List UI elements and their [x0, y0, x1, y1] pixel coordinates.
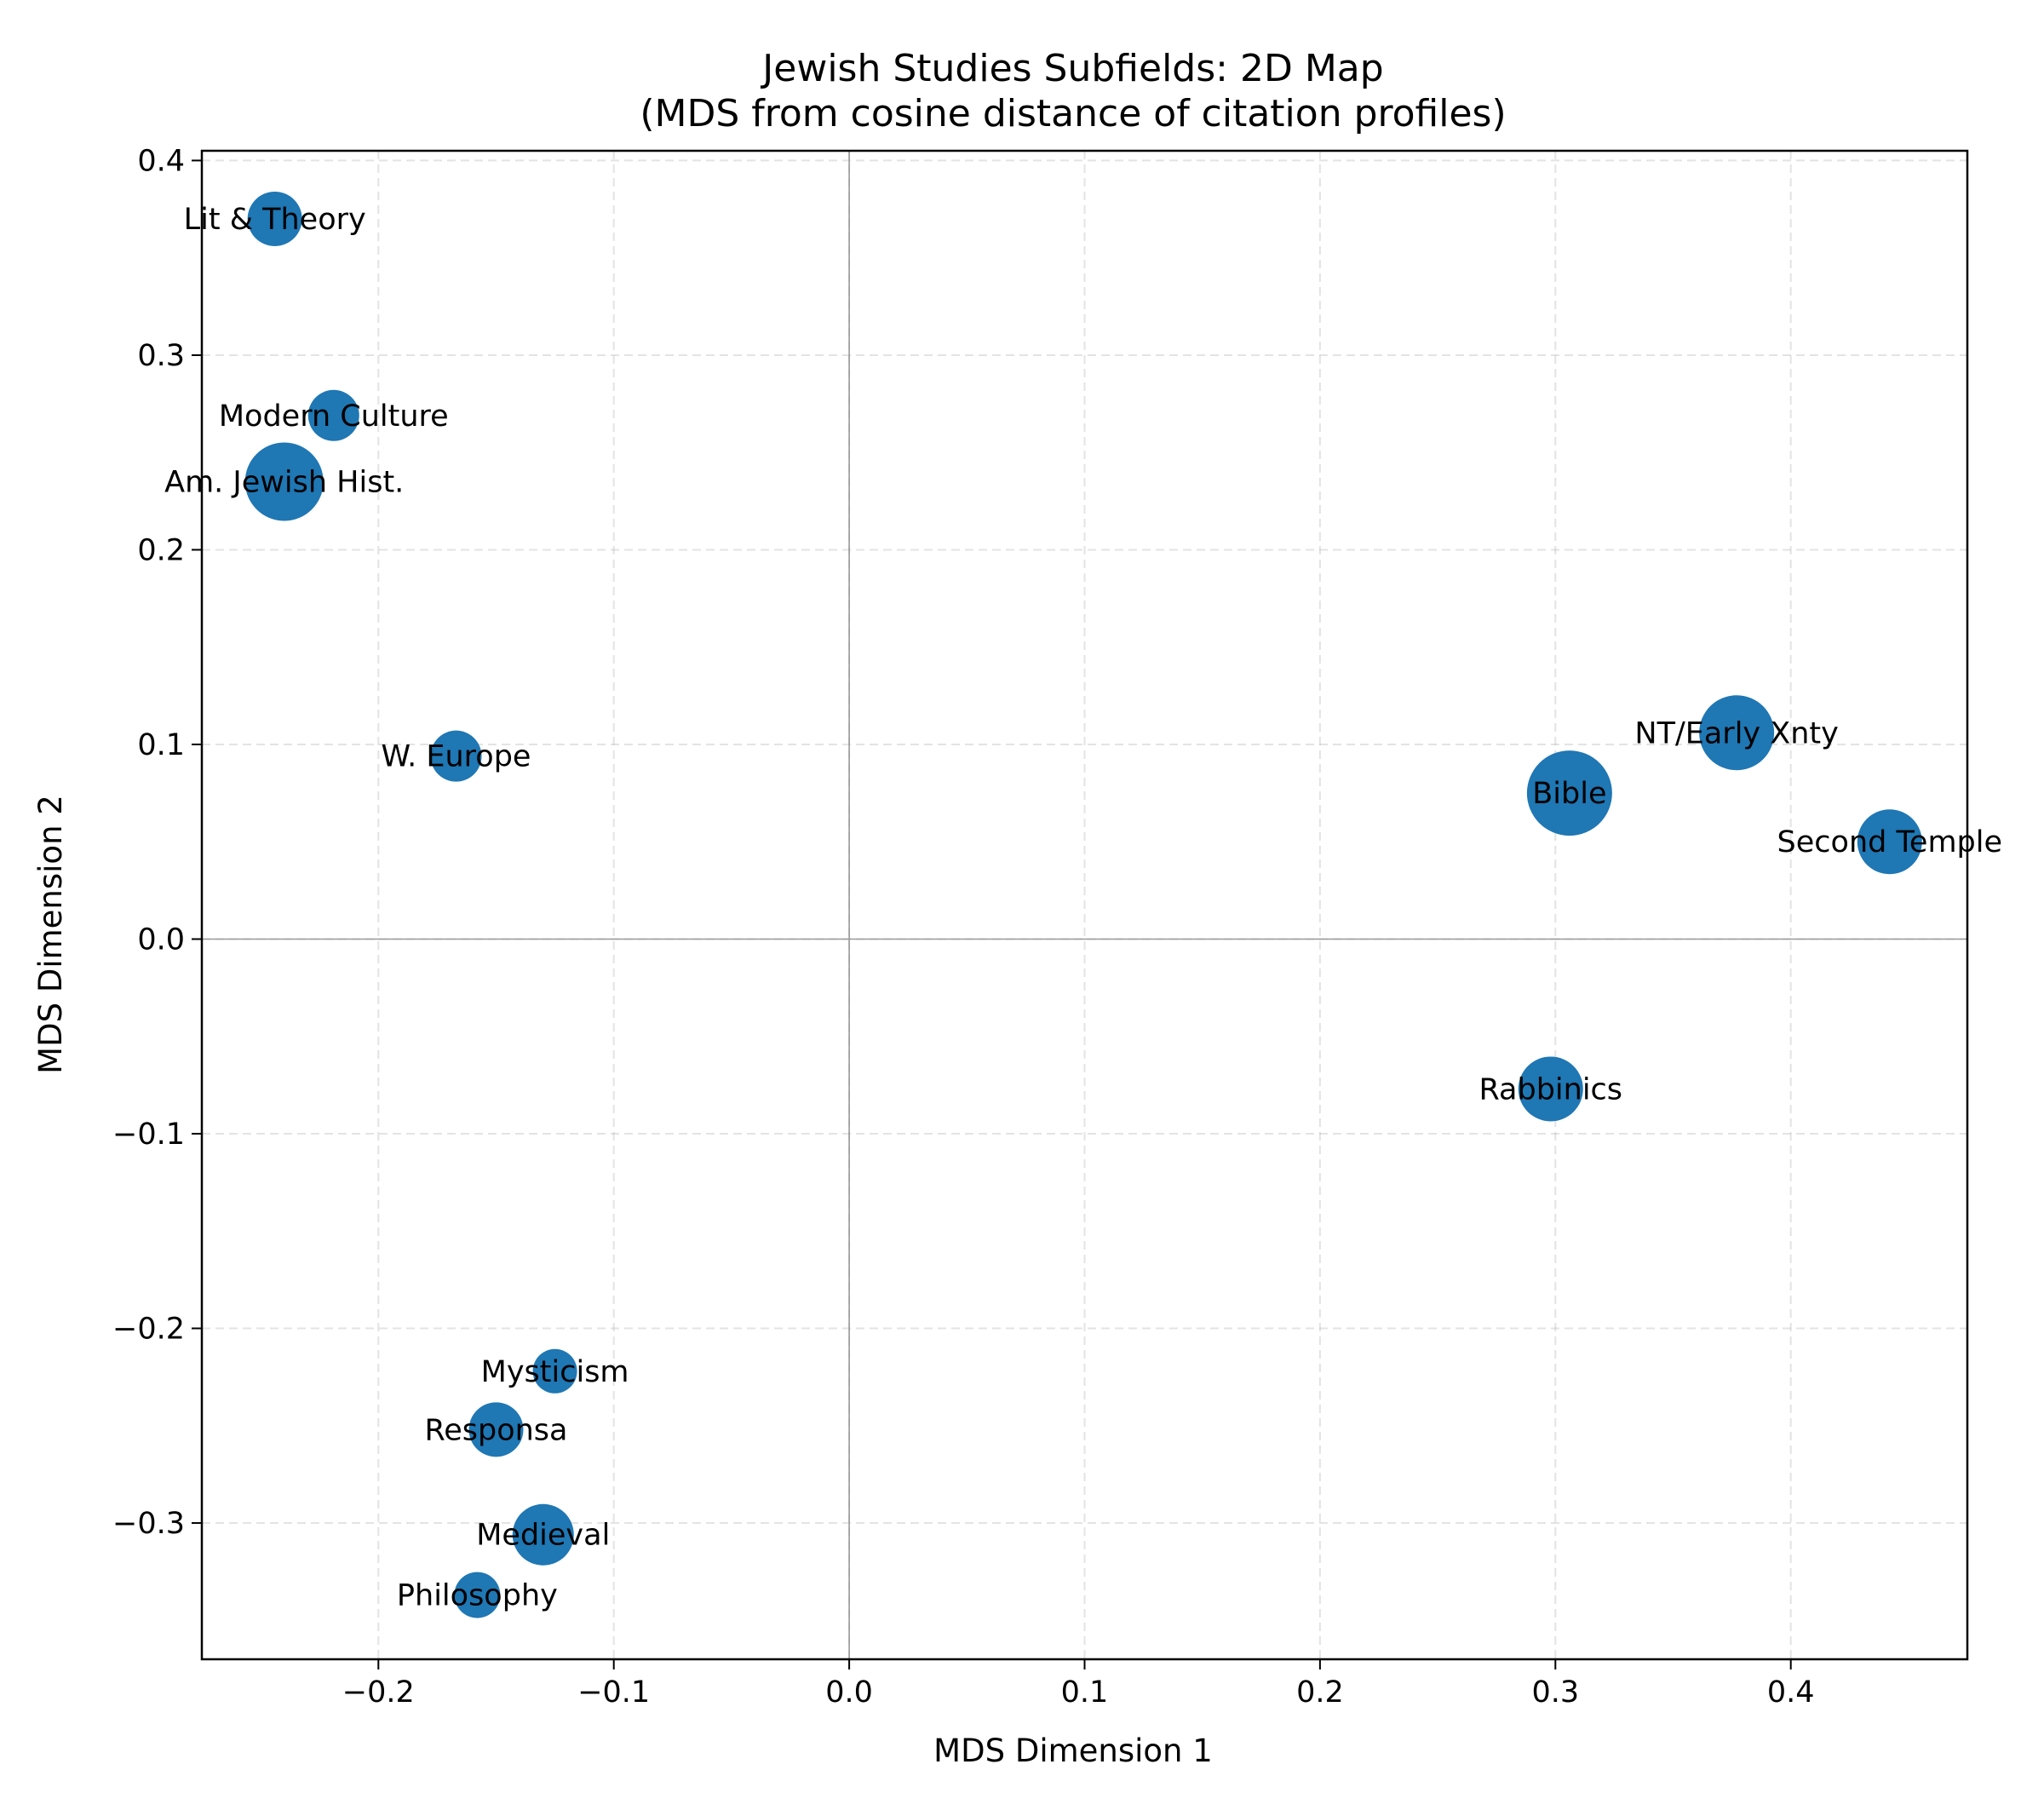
y-tick-label: −0.1	[112, 1118, 185, 1152]
point-label: Medieval	[476, 1519, 610, 1553]
data-point	[1526, 750, 1612, 836]
x-ticks: −0.2 −0.1 0.0 0.1 0.2 0.3 0.4	[342, 1659, 1815, 1710]
data-point	[468, 1402, 524, 1457]
y-tick-label: 0.1	[137, 728, 185, 762]
chart-subtitle: (MDS from cosine distance of citation pr…	[640, 92, 1506, 135]
x-tick-label: −0.1	[577, 1675, 650, 1710]
y-axis-label: MDS Dimension 2	[32, 795, 69, 1074]
data-point	[1857, 809, 1922, 875]
y-tick-label: 0.3	[137, 339, 185, 373]
point-label: Modern Culture	[219, 399, 449, 434]
point-label: Rabbinics	[1478, 1072, 1622, 1106]
data-point	[307, 389, 359, 441]
point-label: Responsa	[424, 1413, 567, 1447]
x-tick-label: 0.3	[1531, 1675, 1579, 1710]
point-label: Second Temple	[1777, 825, 2002, 859]
x-tick-label: −0.2	[342, 1675, 415, 1710]
y-tick-label: 0.0	[137, 922, 185, 957]
x-tick-label: 0.4	[1767, 1675, 1815, 1710]
chart-title: Jewish Studies Subfields: 2D Map	[760, 47, 1383, 90]
data-point	[430, 730, 482, 782]
zero-lines	[202, 151, 1967, 1659]
data-point	[247, 191, 302, 246]
point-label: Philosophy	[397, 1579, 558, 1613]
data-point	[244, 442, 324, 521]
x-axis-label: MDS Dimension 1	[933, 1733, 1213, 1769]
points-layer	[244, 191, 1922, 1618]
point-labels-layer: Lit & Theory Modern Culture Am. Jewish His…	[164, 203, 2002, 1613]
data-point	[1699, 695, 1775, 771]
point-label: Bible	[1532, 777, 1606, 811]
y-tick-label: 0.2	[137, 533, 185, 567]
y-tick-label: 0.4	[137, 144, 185, 178]
x-tick-label: 0.1	[1061, 1675, 1109, 1710]
x-tick-label: 0.0	[825, 1675, 873, 1710]
data-point	[512, 1503, 574, 1566]
point-label: W. Europe	[382, 740, 531, 774]
data-point	[532, 1348, 577, 1394]
x-tick-label: 0.2	[1296, 1675, 1344, 1710]
point-label: Lit & Theory	[184, 203, 366, 237]
y-tick-label: −0.2	[112, 1313, 185, 1347]
point-label: Am. Jewish Hist.	[164, 465, 404, 499]
y-ticks: −0.3 −0.2 −0.1 0.0 0.1 0.2 0.3 0.4	[112, 144, 202, 1541]
point-label: NT/Early Xnty	[1634, 716, 1838, 750]
point-label: Mysticism	[481, 1355, 629, 1389]
data-point	[1518, 1056, 1583, 1122]
y-tick-label: −0.3	[112, 1507, 185, 1541]
data-point	[454, 1572, 501, 1618]
